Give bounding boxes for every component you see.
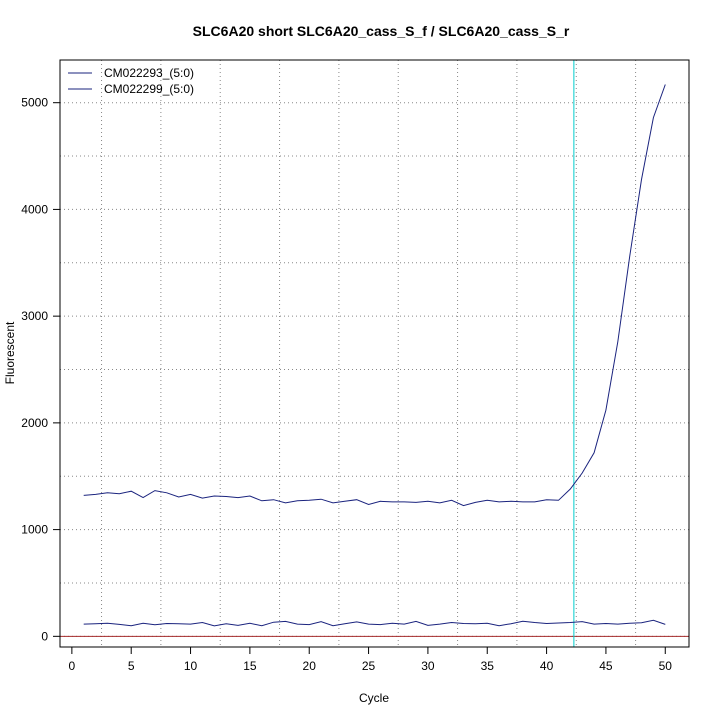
- y-tick-label: 0: [41, 629, 48, 643]
- x-tick-label: 25: [362, 659, 376, 673]
- x-tick-label: 20: [303, 659, 317, 673]
- y-axis-label: Fluorescent: [3, 321, 17, 384]
- threshold-layer: [60, 60, 689, 647]
- y-axis: 0 1000 2000 3000 4000 5000: [21, 96, 61, 643]
- x-tick-label: 40: [540, 659, 554, 673]
- x-tick-label: 30: [421, 659, 435, 673]
- series-line-2: [83, 619, 666, 627]
- legend: CM022293_(5:0) CM022299_(5:0): [68, 66, 194, 96]
- series-line-1: [83, 84, 666, 507]
- y-tick-label: 5000: [21, 96, 48, 110]
- plot-frame: [59, 59, 690, 648]
- series-layer: [83, 84, 666, 627]
- x-tick-label: 10: [184, 659, 198, 673]
- x-axis-label: Cycle: [359, 691, 389, 705]
- legend-label: CM022299_(5:0): [104, 82, 194, 96]
- x-tick-label: 15: [243, 659, 257, 673]
- grid-layer: [60, 60, 689, 647]
- x-tick-label: 35: [481, 659, 495, 673]
- x-tick-label: 50: [659, 659, 673, 673]
- x-tick-label: 0: [69, 659, 76, 673]
- y-tick-label: 4000: [21, 202, 48, 216]
- y-tick-label: 2000: [21, 416, 48, 430]
- x-tick-label: 5: [128, 659, 135, 673]
- x-axis: 0 5 10 15 20 25 30 35 40 45 50: [69, 646, 673, 673]
- y-tick-label: 3000: [21, 309, 48, 323]
- x-tick-label: 45: [599, 659, 613, 673]
- y-tick-label: 1000: [21, 523, 48, 537]
- legend-label: CM022293_(5:0): [104, 66, 194, 80]
- chart-title: SLC6A20 short SLC6A20_cass_S_f / SLC6A20…: [193, 23, 570, 39]
